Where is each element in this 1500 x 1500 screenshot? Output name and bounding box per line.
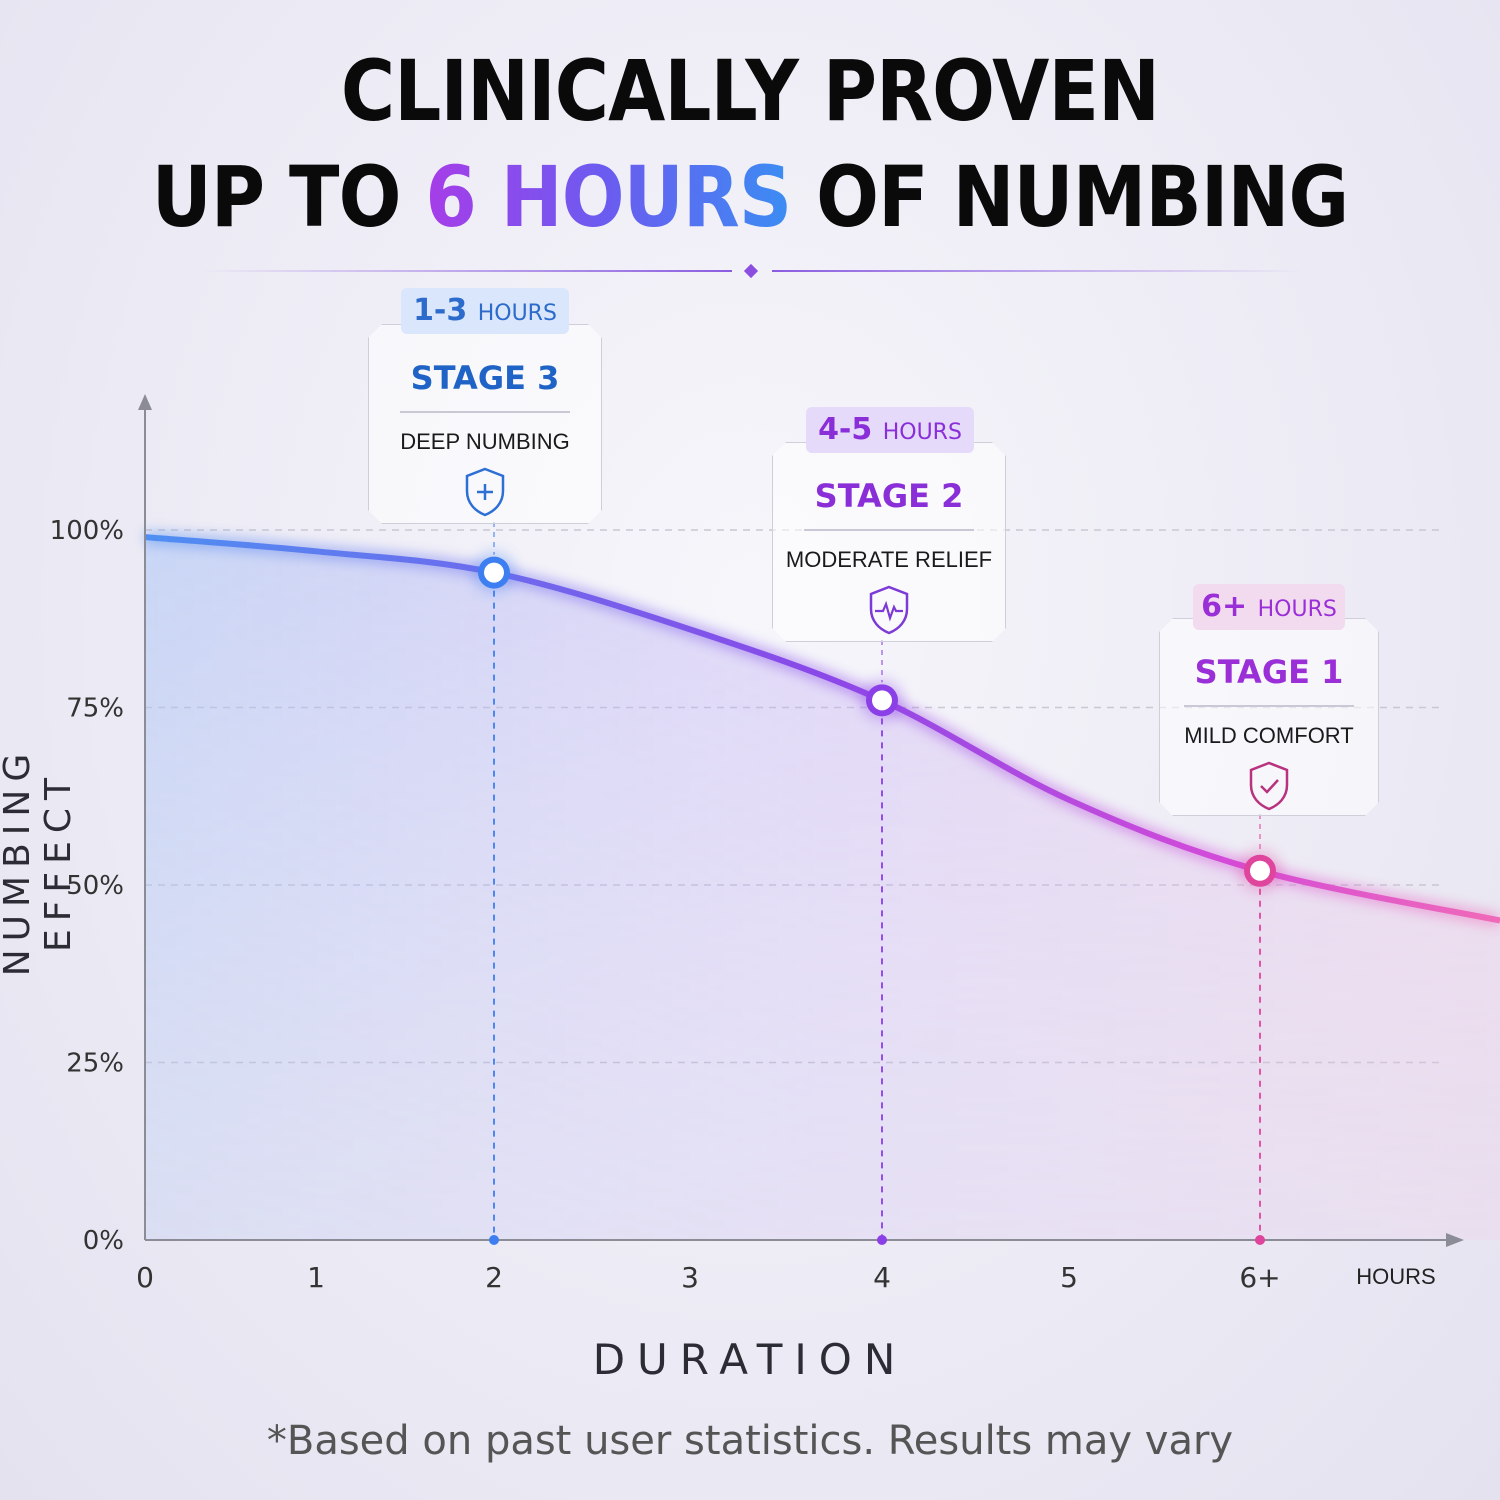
y-tick-label: 100% xyxy=(50,516,124,546)
stage-title: STAGE 1 xyxy=(1194,653,1344,691)
stage-desc: MILD COMFORT xyxy=(1184,723,1354,748)
footnote: *Based on past user statistics. Results … xyxy=(266,1418,1234,1464)
y-tick-label: 0% xyxy=(83,1226,124,1256)
axis-dot xyxy=(877,1235,887,1245)
stage-desc: DEEP NUMBING xyxy=(400,429,570,454)
title-divider-left xyxy=(200,270,732,272)
hours-unit: HOURS xyxy=(1257,597,1337,622)
hours-range: 6+ xyxy=(1201,589,1248,624)
x-axis-title: DURATION xyxy=(592,1335,908,1384)
x-tick-label: 5 xyxy=(1060,1261,1078,1294)
stage-2-hours-tag: 4-5 HOURS xyxy=(806,407,974,453)
axis-dot xyxy=(1255,1235,1265,1245)
data-point-inner xyxy=(1250,860,1270,881)
shield-pulse-icon xyxy=(773,585,1005,640)
title-divider-right xyxy=(772,270,1304,272)
x-tick-label: 3 xyxy=(681,1261,699,1294)
stage-title: STAGE 2 xyxy=(814,477,964,515)
x-tick-label: 4 xyxy=(873,1261,891,1294)
title-post: OF NUMBING xyxy=(791,148,1349,246)
stage-desc: MODERATE RELIEF xyxy=(785,547,993,572)
y-tick-label: 50% xyxy=(66,871,124,901)
shield-check-icon xyxy=(1160,761,1378,816)
stage-1-hours-tag: 6+ HOURS xyxy=(1193,584,1345,630)
x-tick-label: 2 xyxy=(485,1261,503,1294)
stage-divider xyxy=(1184,705,1354,707)
hours-unit: HOURS xyxy=(477,301,557,326)
axis-dot xyxy=(489,1235,499,1245)
y-tick-label: 25% xyxy=(66,1049,124,1079)
y-tick-label: 75% xyxy=(66,694,124,724)
stage-1-card: STAGE 1 MILD COMFORT xyxy=(1159,618,1379,816)
shield-plus-icon xyxy=(369,467,601,522)
title-accent: 6 HOURS xyxy=(425,148,792,246)
title-pre: UP TO xyxy=(151,148,426,246)
stage-divider xyxy=(804,529,974,531)
stage-3-card: STAGE 3 DEEP NUMBING xyxy=(368,324,602,524)
hours-range: 4-5 xyxy=(818,412,873,447)
x-tick-label: 6+ xyxy=(1239,1261,1280,1294)
title-line-2: UP TO 6 HOURS OF NUMBING xyxy=(90,148,1410,246)
x-tick-label: 1 xyxy=(307,1261,325,1294)
stage-divider xyxy=(400,411,570,413)
area-fill xyxy=(145,537,1500,1240)
y-axis-arrow xyxy=(138,394,152,410)
y-axis-title: NUMBING EFFECT xyxy=(0,745,79,977)
stage-3-hours-tag: 1-3 HOURS xyxy=(401,288,569,334)
hours-range: 1-3 xyxy=(413,293,468,328)
title-line-1: CLINICALLY PROVEN xyxy=(340,42,1160,140)
stage-title: STAGE 3 xyxy=(410,359,560,397)
data-point-inner xyxy=(484,562,504,583)
data-point-inner xyxy=(872,690,892,711)
x-unit-label: HOURS xyxy=(1356,1264,1435,1289)
stage-2-card: STAGE 2 MODERATE RELIEF xyxy=(772,442,1006,642)
hours-unit: HOURS xyxy=(882,420,962,445)
x-tick-label: 0 xyxy=(136,1261,154,1294)
x-axis-arrow xyxy=(1446,1233,1464,1247)
